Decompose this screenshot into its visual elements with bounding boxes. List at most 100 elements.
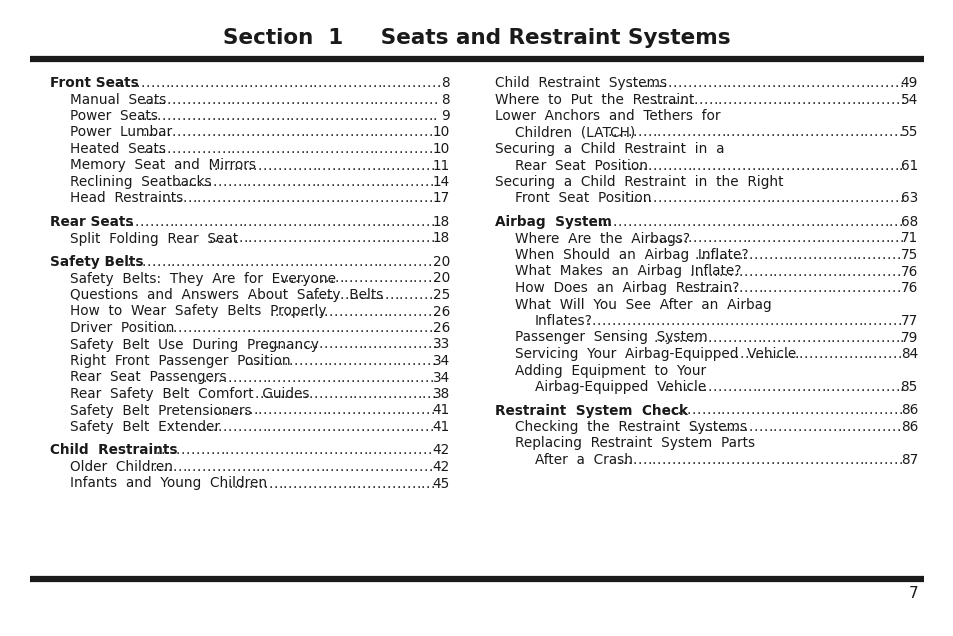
Text: .: . xyxy=(235,125,240,139)
Text: .: . xyxy=(312,232,316,245)
Text: .: . xyxy=(898,215,902,229)
Text: .: . xyxy=(396,387,401,401)
Text: .: . xyxy=(417,305,421,319)
Text: .: . xyxy=(826,281,831,295)
Text: .: . xyxy=(211,92,215,106)
Text: Split  Folding  Rear  Seat: Split Folding Rear Seat xyxy=(70,232,238,245)
Text: .: . xyxy=(351,158,355,172)
Text: .: . xyxy=(354,125,358,139)
Text: .: . xyxy=(881,248,885,262)
Text: .: . xyxy=(202,175,207,189)
Text: .: . xyxy=(373,305,377,319)
Text: .: . xyxy=(797,265,801,279)
Text: .: . xyxy=(134,215,139,229)
Text: .: . xyxy=(677,76,681,90)
Text: .: . xyxy=(373,255,377,269)
Text: .: . xyxy=(833,347,837,361)
Text: .: . xyxy=(707,92,712,106)
Text: .: . xyxy=(420,215,424,229)
Text: .: . xyxy=(760,125,764,139)
Text: .: . xyxy=(815,232,820,245)
Text: .: . xyxy=(188,420,193,434)
Text: .: . xyxy=(257,215,262,229)
Text: .: . xyxy=(422,109,427,123)
Text: .: . xyxy=(824,215,828,229)
Text: .: . xyxy=(821,331,824,345)
Text: .: . xyxy=(762,281,766,295)
Text: .: . xyxy=(863,158,868,172)
Text: .: . xyxy=(782,265,786,279)
Text: .: . xyxy=(889,76,893,90)
Text: .: . xyxy=(299,92,304,106)
Text: .: . xyxy=(725,158,730,172)
Text: .: . xyxy=(423,142,427,156)
Text: .: . xyxy=(389,191,394,205)
Text: .: . xyxy=(827,314,832,328)
Text: .: . xyxy=(162,92,166,106)
Text: .: . xyxy=(275,460,280,474)
Text: .: . xyxy=(785,232,790,245)
Text: .: . xyxy=(849,191,853,205)
Text: .: . xyxy=(404,191,408,205)
Text: .: . xyxy=(246,460,251,474)
Text: .: . xyxy=(888,191,893,205)
Text: .: . xyxy=(169,215,173,229)
Text: .: . xyxy=(280,125,284,139)
Text: .: . xyxy=(681,158,686,172)
Text: .: . xyxy=(425,215,429,229)
Text: .: . xyxy=(718,265,722,279)
Text: .: . xyxy=(840,76,843,90)
Text: .: . xyxy=(246,92,250,106)
Text: .: . xyxy=(765,191,770,205)
Text: .: . xyxy=(374,460,378,474)
Text: .: . xyxy=(339,92,343,106)
Text: .: . xyxy=(331,371,335,385)
Text: .: . xyxy=(433,92,437,106)
Text: .: . xyxy=(900,92,903,106)
Text: .: . xyxy=(800,191,804,205)
Text: .: . xyxy=(344,460,349,474)
Text: .: . xyxy=(287,403,292,417)
Text: .: . xyxy=(821,248,826,262)
Text: .: . xyxy=(231,125,235,139)
Text: .: . xyxy=(355,420,359,434)
Text: .: . xyxy=(318,443,323,457)
Text: .: . xyxy=(283,476,287,490)
Text: .: . xyxy=(426,387,431,401)
Text: .: . xyxy=(309,272,314,286)
Text: .: . xyxy=(892,314,896,328)
Text: .: . xyxy=(308,354,313,368)
Text: .: . xyxy=(653,331,658,345)
Text: .: . xyxy=(274,387,278,401)
Text: .: . xyxy=(732,380,736,394)
Text: .: . xyxy=(408,125,413,139)
Text: .: . xyxy=(316,420,320,434)
Text: .: . xyxy=(642,76,647,90)
Text: .: . xyxy=(804,453,808,467)
Text: Infants  and  Young  Children: Infants and Young Children xyxy=(70,476,267,490)
Text: .: . xyxy=(333,354,337,368)
Text: .: . xyxy=(354,142,358,156)
Text: .: . xyxy=(316,371,320,385)
Text: .: . xyxy=(212,460,215,474)
Text: .: . xyxy=(890,248,895,262)
Text: .: . xyxy=(766,331,770,345)
Text: .: . xyxy=(659,92,662,106)
Text: .: . xyxy=(418,288,422,302)
Text: .: . xyxy=(398,321,403,335)
Text: .: . xyxy=(806,281,811,295)
Text: .: . xyxy=(294,92,299,106)
Text: .: . xyxy=(882,453,887,467)
Text: .: . xyxy=(160,76,164,90)
Text: .: . xyxy=(887,125,892,139)
Text: .: . xyxy=(825,92,830,106)
Text: .: . xyxy=(274,354,278,368)
Text: .: . xyxy=(294,272,298,286)
Text: .: . xyxy=(314,125,319,139)
Text: .: . xyxy=(205,443,210,457)
Text: .: . xyxy=(272,420,276,434)
Text: .: . xyxy=(165,76,170,90)
Text: .: . xyxy=(775,125,779,139)
Text: .: . xyxy=(781,92,785,106)
Text: .: . xyxy=(327,403,331,417)
